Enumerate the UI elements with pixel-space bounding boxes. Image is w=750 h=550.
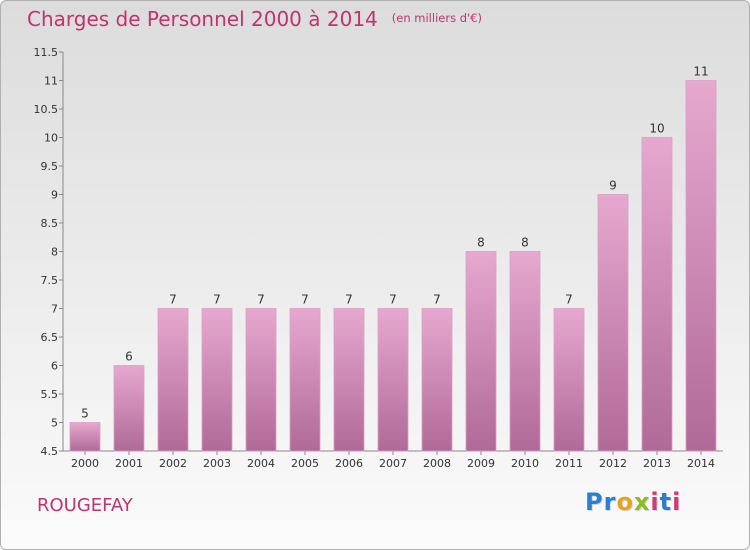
y-tick-label: 9 <box>51 189 58 202</box>
data-label: 7 <box>565 293 573 307</box>
x-tick-label: 2008 <box>423 457 451 470</box>
data-label: 6 <box>125 350 133 364</box>
bar <box>509 251 541 452</box>
x-tick-label: 2001 <box>115 457 143 470</box>
logo-letter: i <box>672 488 682 516</box>
data-label: 7 <box>213 293 221 307</box>
bar <box>465 251 497 452</box>
data-label: 10 <box>649 122 664 136</box>
bar <box>201 308 233 452</box>
y-tick-label: 5.5 <box>41 388 59 401</box>
bar <box>69 422 101 452</box>
y-tick-label: 11.5 <box>34 46 59 59</box>
data-label: 7 <box>345 293 353 307</box>
proxiti-logo: Proxiti <box>585 488 681 516</box>
x-tick-label: 2014 <box>687 457 715 470</box>
bar <box>333 308 365 452</box>
y-tick-label: 8 <box>51 246 58 259</box>
data-label: 7 <box>169 293 177 307</box>
logo-letter: o <box>616 488 634 516</box>
x-tick-label: 2013 <box>643 457 671 470</box>
data-label: 7 <box>433 293 441 307</box>
y-tick-label: 7 <box>51 303 58 316</box>
chart-title: Charges de Personnel 2000 à 2014 (en mill… <box>27 7 482 31</box>
data-label: 5 <box>81 407 89 421</box>
data-label: 8 <box>477 236 485 250</box>
logo-letter: t <box>659 488 673 516</box>
x-tick-label: 2012 <box>599 457 627 470</box>
bar <box>421 308 453 452</box>
data-label: 8 <box>521 236 529 250</box>
y-tick-label: 6 <box>51 360 58 373</box>
x-tick-label: 2007 <box>379 457 407 470</box>
bar <box>377 308 409 452</box>
x-tick-label: 2010 <box>511 457 539 470</box>
y-tick-label: 8.5 <box>41 217 59 230</box>
x-tick-label: 2003 <box>203 457 231 470</box>
y-tick-label: 4.5 <box>41 445 59 458</box>
bar <box>289 308 321 452</box>
y-tick-label: 11 <box>44 75 58 88</box>
y-tick-label: 5 <box>51 417 58 430</box>
data-label: 7 <box>301 293 309 307</box>
y-tick-label: 10 <box>44 132 58 145</box>
data-label: 7 <box>389 293 397 307</box>
y-tick-label: 7.5 <box>41 274 59 287</box>
x-tick-label: 2002 <box>159 457 187 470</box>
bar <box>553 308 585 452</box>
commune-name: ROUGEFAY <box>37 495 133 516</box>
x-tick-label: 2000 <box>71 457 99 470</box>
bar <box>597 194 629 452</box>
bar <box>641 137 673 452</box>
x-tick-label: 2009 <box>467 457 495 470</box>
x-tick-label: 2004 <box>247 457 275 470</box>
logo-letter: P <box>585 488 604 516</box>
data-label: 11 <box>693 65 708 79</box>
x-tick-label: 2006 <box>335 457 363 470</box>
y-tick-label: 10.5 <box>34 103 59 116</box>
x-tick-label: 2011 <box>555 457 583 470</box>
data-label: 7 <box>257 293 265 307</box>
y-tick-label: 6.5 <box>41 331 59 344</box>
bar <box>113 365 145 452</box>
chart-subtitle: (en milliers d'€) <box>391 11 482 25</box>
logo-letter: i <box>650 488 660 516</box>
x-tick-label: 2005 <box>291 457 319 470</box>
logo-letter: r <box>603 488 617 516</box>
data-label: 9 <box>609 179 617 193</box>
bar <box>245 308 277 452</box>
bar <box>157 308 189 452</box>
y-tick-label: 9.5 <box>41 160 59 173</box>
bar <box>685 80 717 452</box>
logo-letter: x <box>633 488 651 516</box>
chart-title-text: Charges de Personnel 2000 à 2014 <box>27 7 378 31</box>
